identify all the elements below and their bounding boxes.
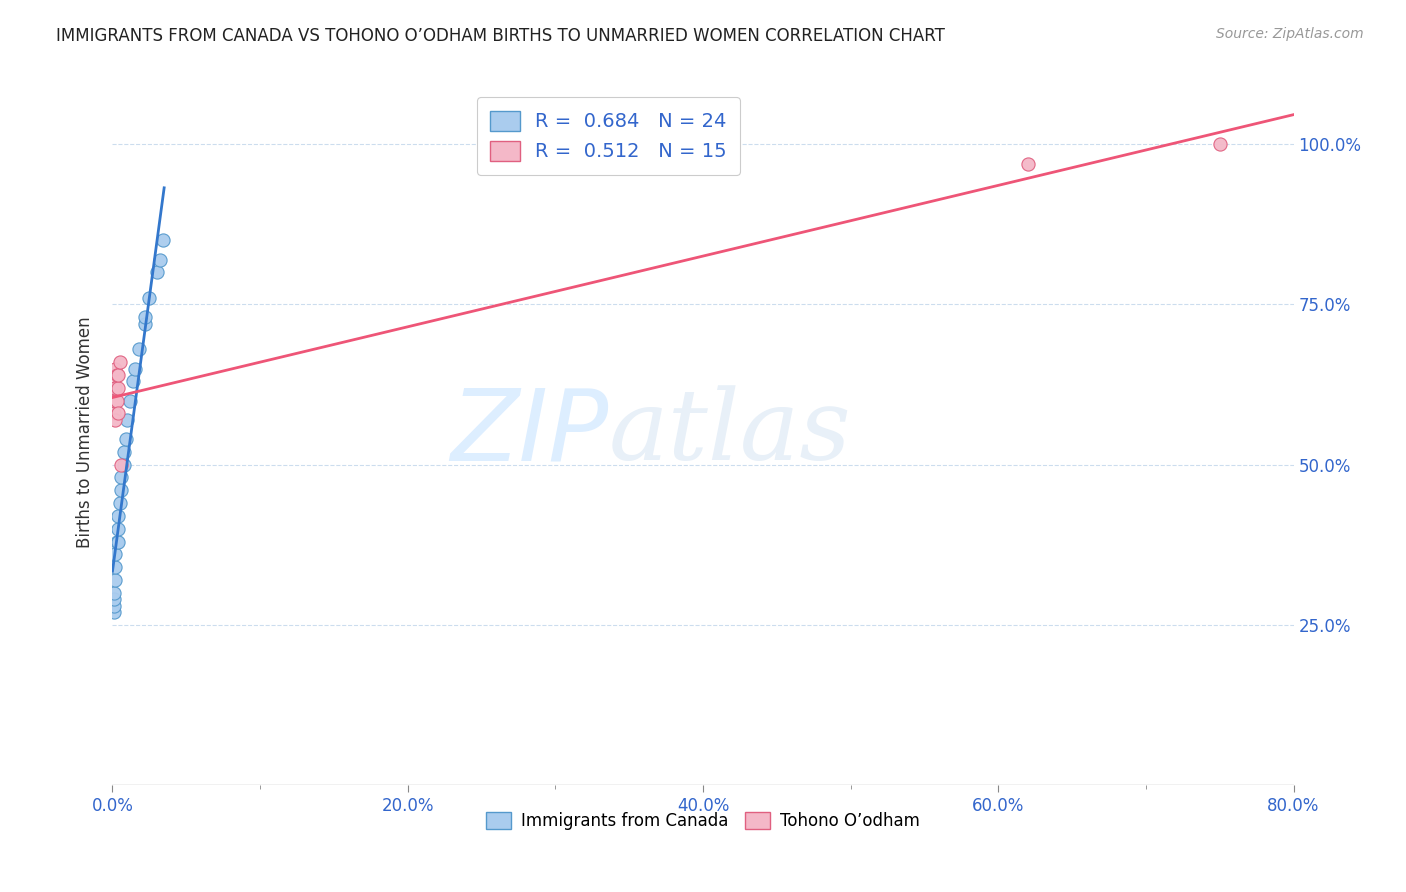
Point — [1017, 156, 1039, 170]
Point — [112, 458, 135, 472]
Point — [110, 458, 132, 472]
Point — [114, 432, 136, 446]
Point — [110, 470, 132, 484]
Point — [103, 592, 125, 607]
Point — [103, 406, 125, 420]
Point — [122, 375, 145, 389]
Legend: Immigrants from Canada, Tohono O’odham: Immigrants from Canada, Tohono O’odham — [479, 805, 927, 837]
Point — [103, 605, 125, 619]
Point — [104, 381, 127, 395]
Point — [104, 413, 127, 427]
Point — [152, 234, 174, 248]
Point — [104, 361, 127, 376]
Y-axis label: Births to Unmarried Women: Births to Unmarried Women — [76, 317, 94, 549]
Point — [124, 361, 146, 376]
Point — [112, 445, 135, 459]
Text: IMMIGRANTS FROM CANADA VS TOHONO O’ODHAM BIRTHS TO UNMARRIED WOMEN CORRELATION C: IMMIGRANTS FROM CANADA VS TOHONO O’ODHAM… — [56, 27, 945, 45]
Point — [146, 265, 169, 279]
Point — [107, 368, 129, 382]
Point — [108, 355, 131, 369]
Point — [110, 483, 132, 498]
Point — [105, 534, 128, 549]
Point — [1208, 137, 1232, 152]
Point — [107, 508, 129, 523]
Point — [120, 393, 142, 408]
Point — [134, 317, 156, 331]
Point — [128, 343, 150, 357]
Point — [107, 406, 129, 420]
Point — [103, 599, 125, 613]
Text: Source: ZipAtlas.com: Source: ZipAtlas.com — [1216, 27, 1364, 41]
Point — [104, 547, 127, 561]
Text: ZIP: ZIP — [450, 384, 609, 481]
Point — [107, 381, 129, 395]
Point — [134, 310, 156, 325]
Point — [107, 522, 129, 536]
Point — [108, 496, 131, 510]
Point — [149, 252, 172, 267]
Text: atlas: atlas — [609, 385, 851, 480]
Point — [104, 393, 127, 408]
Point — [107, 534, 129, 549]
Point — [103, 381, 125, 395]
Point — [104, 573, 127, 587]
Point — [138, 291, 160, 305]
Point — [117, 413, 138, 427]
Point — [103, 586, 125, 600]
Point — [105, 368, 128, 382]
Point — [104, 560, 127, 574]
Point — [105, 393, 128, 408]
